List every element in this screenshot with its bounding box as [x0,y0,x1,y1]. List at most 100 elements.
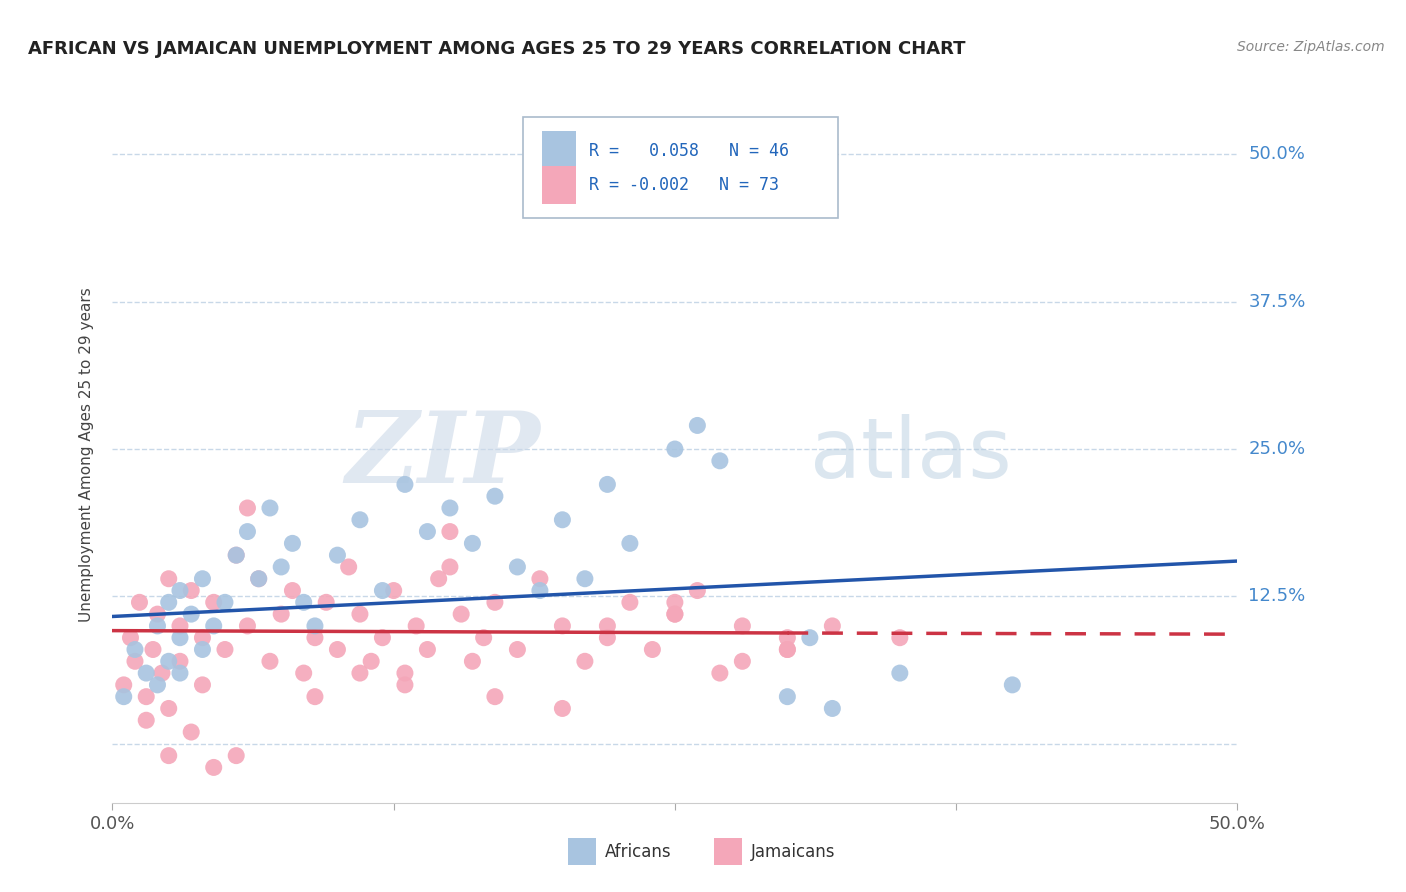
Point [596,619,619,633]
Point [551,701,574,715]
Point [247,572,270,586]
Point [776,642,799,657]
Point [596,631,619,645]
Y-axis label: Unemployment Among Ages 25 to 29 years: Unemployment Among Ages 25 to 29 years [79,287,94,623]
Point [574,572,596,586]
Point [484,489,506,503]
Point [709,666,731,681]
Point [529,583,551,598]
Point [304,631,326,645]
Point [596,477,619,491]
Point [337,560,360,574]
Point [1001,678,1024,692]
Point [416,524,439,539]
Point [135,690,157,704]
Point [821,701,844,715]
Point [292,666,315,681]
Point [360,654,382,668]
Point [484,690,506,704]
Text: ZIP: ZIP [344,407,540,503]
Point [135,713,157,727]
Point [157,654,180,668]
Point [169,583,191,598]
Point [529,572,551,586]
Point [664,595,686,609]
Point [664,607,686,621]
Point [394,666,416,681]
Point [709,454,731,468]
Point [349,607,371,621]
Point [686,418,709,433]
Point [180,583,202,598]
Point [225,548,247,562]
Point [270,607,292,621]
Point [326,642,349,657]
Point [259,500,281,515]
FancyBboxPatch shape [523,118,838,219]
Point [506,560,529,574]
Point [225,548,247,562]
Point [450,607,472,621]
Point [405,619,427,633]
Point [236,619,259,633]
Point [202,595,225,609]
Point [214,595,236,609]
Point [202,619,225,633]
Point [619,595,641,609]
Point [157,701,180,715]
Point [731,654,754,668]
Point [664,442,686,456]
Point [236,500,259,515]
Point [664,607,686,621]
Point [180,725,202,739]
Text: Jamaicans: Jamaicans [751,843,835,861]
Point [371,583,394,598]
Point [169,666,191,681]
Text: R = -0.002   N = 73: R = -0.002 N = 73 [589,177,779,194]
Point [112,678,135,692]
Point [349,513,371,527]
Point [304,619,326,633]
Point [247,572,270,586]
Point [641,642,664,657]
Point [799,631,821,645]
Point [326,548,349,562]
Point [731,619,754,633]
Point [146,607,169,621]
Point [349,666,371,681]
Point [472,631,495,645]
FancyBboxPatch shape [543,131,576,169]
Text: 25.0%: 25.0% [1249,440,1306,458]
Point [124,654,146,668]
Text: R =   0.058   N = 46: R = 0.058 N = 46 [589,142,789,160]
Point [191,572,214,586]
Text: Source: ZipAtlas.com: Source: ZipAtlas.com [1237,40,1385,54]
Point [169,619,191,633]
Point [427,572,450,586]
Point [596,194,619,209]
Point [169,654,191,668]
Point [281,583,304,598]
Point [776,642,799,657]
Point [776,690,799,704]
Point [484,595,506,609]
Point [304,690,326,704]
Point [150,666,173,681]
FancyBboxPatch shape [714,838,742,865]
Text: Africans: Africans [605,843,672,861]
Point [439,524,461,539]
Point [270,560,292,574]
Text: AFRICAN VS JAMAICAN UNEMPLOYMENT AMONG AGES 25 TO 29 YEARS CORRELATION CHART: AFRICAN VS JAMAICAN UNEMPLOYMENT AMONG A… [28,40,966,58]
Point [686,583,709,598]
Point [461,654,484,668]
Point [889,631,911,645]
Point [292,595,315,609]
Point [259,654,281,668]
Point [157,572,180,586]
Point [157,748,180,763]
FancyBboxPatch shape [568,838,596,865]
Text: 37.5%: 37.5% [1249,293,1306,310]
Point [225,748,247,763]
Point [439,560,461,574]
FancyBboxPatch shape [543,166,576,204]
